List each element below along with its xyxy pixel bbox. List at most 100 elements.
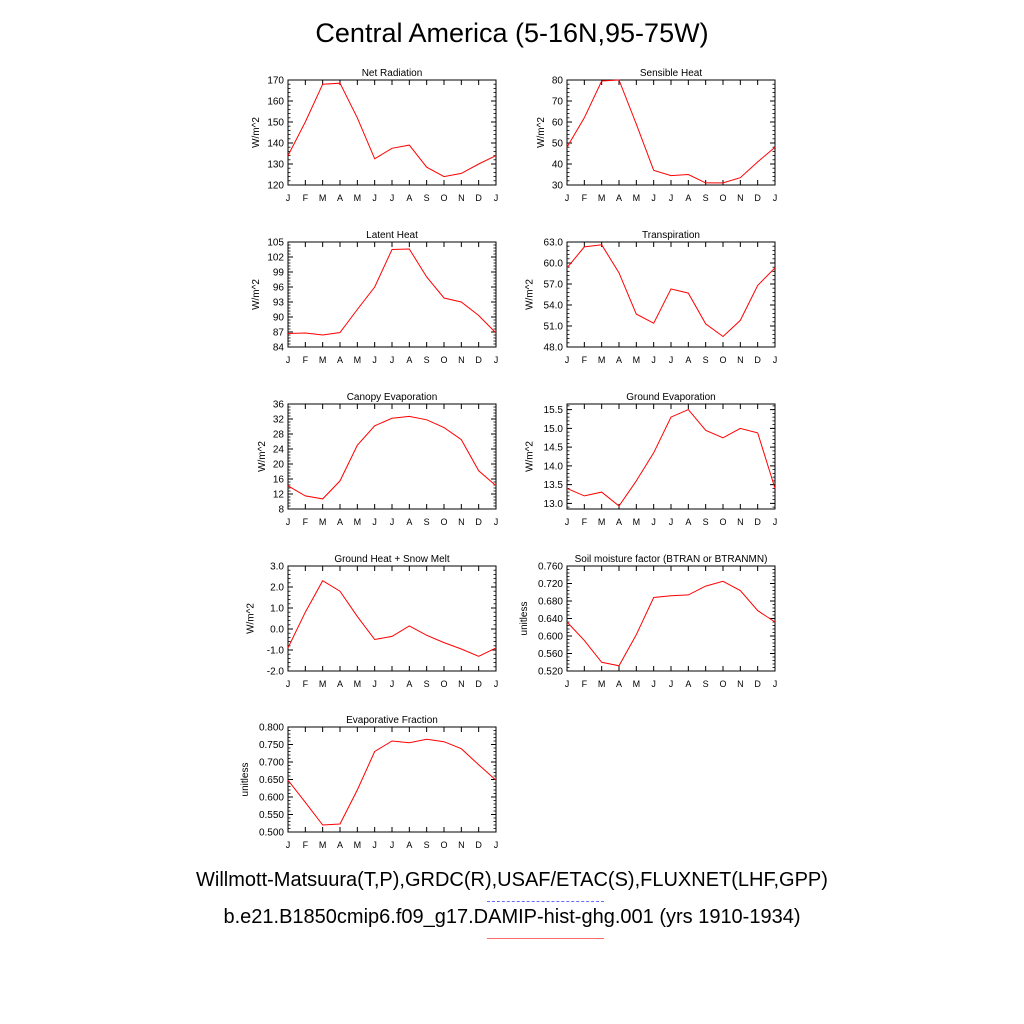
y-tick-label: 36 bbox=[273, 400, 285, 411]
y-tick-label: 105 bbox=[267, 238, 284, 249]
x-tick-label: D bbox=[754, 193, 761, 203]
x-tick-label: F bbox=[582, 679, 588, 689]
x-tick-label: A bbox=[616, 355, 622, 365]
y-tick-label: 0.500 bbox=[259, 828, 284, 839]
x-tick-label: S bbox=[424, 840, 430, 850]
x-tick-label: J bbox=[494, 679, 499, 689]
y-tick-label: 120 bbox=[267, 181, 284, 192]
y-tick-label: 12 bbox=[273, 490, 285, 501]
panel-frame bbox=[287, 726, 497, 833]
y-tick-label: 14.5 bbox=[544, 443, 564, 454]
y-tick-label: 3.0 bbox=[270, 562, 284, 573]
x-tick-label: J bbox=[669, 193, 674, 203]
x-tick-label: F bbox=[303, 517, 309, 527]
panel-frame bbox=[287, 403, 497, 510]
x-tick-label: S bbox=[703, 355, 709, 365]
y-axis-label: W/m^2 bbox=[251, 279, 262, 310]
y-tick-label: 32 bbox=[273, 415, 285, 426]
x-tick-label: D bbox=[754, 679, 761, 689]
x-tick-label: A bbox=[685, 193, 691, 203]
x-tick-label: J bbox=[286, 679, 291, 689]
x-tick-label: M bbox=[633, 679, 641, 689]
figure-title: Central America (5-16N,95-75W) bbox=[315, 18, 709, 48]
x-tick-label: M bbox=[319, 517, 327, 527]
y-tick-label: 15.5 bbox=[544, 405, 564, 416]
x-tick-label: J bbox=[494, 355, 499, 365]
y-tick-label: 99 bbox=[273, 268, 285, 279]
x-tick-label: M bbox=[598, 679, 606, 689]
x-tick-label: J bbox=[390, 840, 395, 850]
panel-title: Ground Heat + Snow Melt bbox=[334, 554, 450, 565]
x-tick-label: N bbox=[737, 355, 744, 365]
x-tick-label: A bbox=[337, 193, 343, 203]
x-tick-label: O bbox=[719, 193, 726, 203]
y-tick-label: 0.750 bbox=[259, 740, 284, 751]
panel-frame bbox=[566, 79, 776, 186]
series-line bbox=[287, 82, 497, 178]
y-tick-label: 96 bbox=[273, 283, 285, 294]
x-tick-label: J bbox=[372, 355, 377, 365]
y-tick-label: 28 bbox=[273, 430, 285, 441]
y-axis-label: W/m^2 bbox=[536, 117, 547, 148]
x-tick-label: D bbox=[754, 517, 761, 527]
panel-title: Transpiration bbox=[642, 230, 700, 241]
x-tick-label: O bbox=[440, 679, 447, 689]
x-tick-label: N bbox=[458, 193, 465, 203]
panel-title: Ground Evaporation bbox=[626, 392, 716, 403]
x-tick-label: J bbox=[773, 193, 778, 203]
y-tick-label: 0.650 bbox=[259, 775, 284, 786]
x-tick-label: J bbox=[651, 679, 656, 689]
series-line bbox=[566, 79, 776, 184]
legend-model-text: b.e21.B1850cmip6.f09_g17.DAMIP-hist-ghg.… bbox=[223, 906, 801, 928]
series-line bbox=[287, 248, 497, 336]
x-tick-label: J bbox=[390, 355, 395, 365]
y-tick-label: -1.0 bbox=[267, 646, 285, 657]
x-tick-label: J bbox=[565, 193, 570, 203]
y-tick-label: 170 bbox=[267, 76, 284, 87]
x-tick-label: N bbox=[737, 517, 744, 527]
x-tick-label: J bbox=[651, 193, 656, 203]
panel-frame bbox=[287, 241, 497, 348]
y-tick-label: 8 bbox=[278, 505, 284, 516]
series-line bbox=[287, 580, 497, 657]
y-tick-label: -2.0 bbox=[267, 667, 285, 678]
y-tick-label: 40 bbox=[552, 160, 564, 171]
x-tick-label: A bbox=[406, 840, 412, 850]
x-tick-label: M bbox=[319, 355, 327, 365]
x-tick-label: O bbox=[719, 679, 726, 689]
y-tick-label: 60 bbox=[552, 118, 564, 129]
y-tick-label: 87 bbox=[273, 328, 285, 339]
x-tick-label: J bbox=[669, 679, 674, 689]
y-tick-label: 0.0 bbox=[270, 625, 284, 636]
y-tick-label: 2.0 bbox=[270, 583, 284, 594]
y-tick-label: 54.0 bbox=[544, 301, 564, 312]
x-tick-label: N bbox=[458, 840, 465, 850]
y-tick-label: 0.560 bbox=[538, 649, 563, 660]
series-line bbox=[566, 408, 776, 507]
y-tick-label: 160 bbox=[267, 97, 284, 108]
x-tick-label: A bbox=[685, 679, 691, 689]
panel-title: Sensible Heat bbox=[640, 68, 702, 79]
series-line bbox=[287, 415, 497, 500]
panel-frame bbox=[287, 565, 497, 672]
x-tick-label: F bbox=[303, 679, 309, 689]
x-tick-label: A bbox=[406, 193, 412, 203]
y-tick-label: 102 bbox=[267, 253, 284, 264]
x-tick-label: S bbox=[424, 355, 430, 365]
x-tick-label: J bbox=[773, 679, 778, 689]
y-tick-label: 16 bbox=[273, 475, 285, 486]
x-tick-label: N bbox=[458, 355, 465, 365]
y-tick-label: 13.5 bbox=[544, 480, 564, 491]
x-tick-label: J bbox=[494, 840, 499, 850]
x-tick-label: O bbox=[719, 355, 726, 365]
panel-title: Evaporative Fraction bbox=[346, 715, 438, 726]
x-tick-label: J bbox=[773, 355, 778, 365]
x-tick-label: O bbox=[440, 355, 447, 365]
x-tick-label: N bbox=[737, 679, 744, 689]
legend-observed-text: Willmott-Matsuura(T,P),GRDC(R),USAF/ETAC… bbox=[196, 869, 828, 891]
x-tick-label: J bbox=[669, 355, 674, 365]
y-tick-label: 130 bbox=[267, 160, 284, 171]
x-tick-label: O bbox=[440, 517, 447, 527]
x-tick-label: J bbox=[372, 840, 377, 850]
